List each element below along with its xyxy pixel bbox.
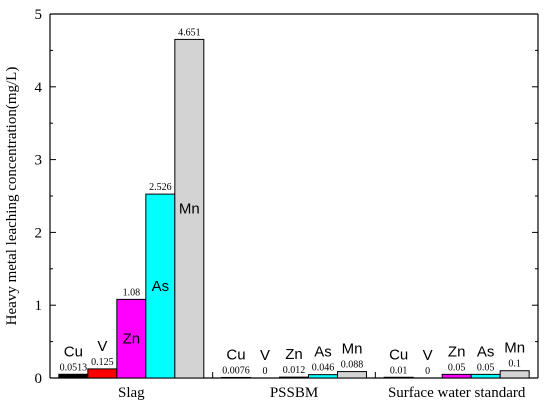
bar-zn-2	[441, 373, 472, 379]
value-label: 0.012	[283, 365, 306, 376]
value-label: 0.05	[477, 362, 495, 373]
value-label: 0.0076	[222, 365, 250, 376]
series-label: Cu	[226, 346, 245, 363]
value-label: 0	[425, 366, 430, 377]
value-label: 0.125	[91, 357, 114, 368]
bar-as-2	[470, 373, 501, 379]
y-tick-label: 0	[35, 371, 43, 387]
bar-as-0	[145, 193, 176, 379]
series-label: Mn	[179, 201, 200, 218]
bar-mn-2	[499, 370, 530, 379]
series-label: Zn	[123, 331, 141, 348]
bar-v-0	[87, 368, 118, 379]
series-label: Zn	[285, 346, 303, 363]
series-label: Mn	[504, 340, 525, 357]
series-label: V	[97, 338, 107, 355]
plot-area: 0 1 2 3 4 5 Heavy metal leaching concentration…	[4, 7, 539, 401]
value-label: 0.0513	[60, 362, 88, 373]
series-label: Zn	[448, 343, 466, 360]
bar-cu-1	[221, 376, 251, 379]
value-label: 0.088	[341, 360, 364, 371]
value-label: 1.08	[123, 287, 141, 298]
bar-mn-0	[174, 38, 205, 379]
x-tick-label: Surface water standard	[388, 385, 526, 401]
series-label: As	[477, 343, 495, 360]
bar-cu-2	[383, 376, 414, 379]
bar-zn-0	[116, 298, 147, 379]
value-label: 0.046	[312, 363, 335, 374]
y-axis-title: Heavy metal leaching concentration(mg/L)	[4, 67, 20, 326]
value-label: 0.05	[448, 362, 466, 373]
value-label: 0.01	[390, 365, 408, 376]
value-label: 0	[263, 366, 268, 377]
value-label: 0.1	[508, 359, 521, 370]
series-label: As	[314, 344, 332, 361]
bar-zn-1	[279, 376, 309, 379]
y-tick-label: 5	[35, 7, 43, 23]
x-tick-label: Slag	[118, 385, 145, 401]
series-label: Cu	[64, 343, 83, 360]
series-label: Mn	[342, 341, 363, 358]
value-label: 4.651	[178, 27, 201, 38]
series-label: V	[260, 347, 270, 364]
y-tick-label: 1	[35, 298, 43, 314]
series-label: V	[423, 347, 433, 364]
bar-cu-0	[58, 373, 89, 379]
bar-as-1	[308, 374, 338, 379]
bar-mn-1	[337, 371, 367, 379]
series-label: As	[152, 278, 170, 295]
series-label: Cu	[389, 346, 408, 363]
x-tick-label: PSSBM	[270, 385, 318, 401]
y-tick-label: 3	[35, 153, 43, 169]
y-tick-label: 2	[35, 225, 43, 241]
value-label: 2.526	[149, 182, 172, 193]
y-tick-label: 4	[35, 80, 43, 96]
